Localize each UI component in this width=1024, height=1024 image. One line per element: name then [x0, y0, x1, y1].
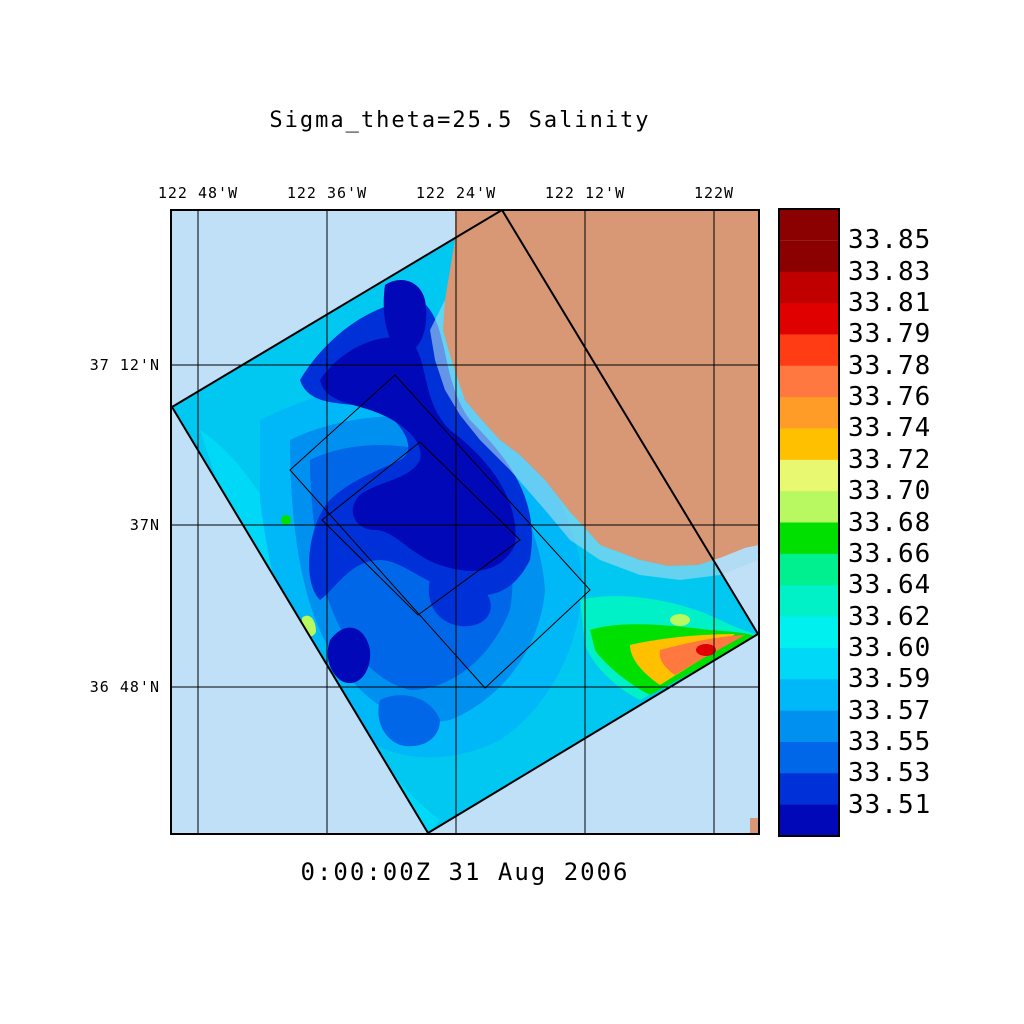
colorbar-label: 33.81	[848, 288, 932, 319]
colorbar-swatch	[779, 459, 839, 492]
colorbar-label: 33.66	[848, 538, 932, 569]
colorbar-swatch	[779, 804, 839, 837]
lon-label: 122 24'W	[415, 184, 497, 202]
colorbar-swatch	[779, 334, 839, 367]
lat-label: 37N	[129, 516, 160, 534]
colorbar-label: 33.79	[848, 319, 932, 350]
colorbar-swatch	[779, 773, 839, 806]
lon-label: 122 36'W	[286, 184, 368, 202]
colorbar-label: 33.62	[848, 601, 932, 632]
colorbar-label: 33.68	[848, 507, 932, 538]
colorbar-swatch	[779, 679, 839, 712]
lon-label: 122 48'W	[157, 184, 239, 202]
colorbar-label: 33.85	[848, 225, 932, 256]
colorbar-swatch	[779, 647, 839, 680]
lon-label: 122W	[693, 184, 735, 202]
colorbar-label: 33.64	[848, 570, 932, 601]
colorbar-label: 33.60	[848, 632, 932, 663]
colorbar-swatch	[779, 553, 839, 586]
colorbar-swatch	[779, 491, 839, 523]
colorbar	[778, 208, 840, 837]
colorbar-swatch	[779, 710, 839, 743]
colorbar-swatch	[779, 616, 839, 649]
coastal-shelf	[430, 300, 759, 580]
colorbar-label: 33.59	[848, 664, 932, 695]
map-title: Sigma_theta=25.5 Salinity	[269, 108, 651, 133]
colorbar-label: 33.55	[848, 726, 932, 757]
colorbar-label: 33.57	[848, 695, 932, 726]
map-frame	[170, 209, 760, 835]
lon-label: 122 12'W	[544, 184, 626, 202]
colorbar-swatch	[779, 271, 839, 304]
colorbar-label: 33.83	[848, 256, 932, 287]
timestamp: 0:00:00Z 31 Aug 2006	[300, 858, 630, 886]
coastline-land	[443, 210, 759, 566]
colorbar-label: 33.78	[848, 350, 932, 381]
colorbar-frame	[778, 208, 840, 837]
salinity-field	[172, 210, 758, 833]
colorbar-swatch	[779, 397, 839, 429]
colorbar-label: 33.51	[848, 789, 932, 820]
colorbar-swatch	[779, 428, 839, 461]
colorbar-label: 33.70	[848, 476, 932, 507]
colorbar-swatch	[779, 365, 839, 398]
colorbar-swatch	[779, 522, 839, 555]
colorbar-label: 33.76	[848, 382, 932, 413]
lat-label: 37 12'N	[89, 356, 160, 374]
colorbar-swatch	[779, 741, 839, 774]
colorbar-label: 33.53	[848, 758, 932, 789]
colorbar-label: 33.74	[848, 413, 932, 444]
inner-domain-box	[289, 374, 591, 689]
lat-label: 36 48'N	[89, 678, 160, 696]
inner-domain-box	[321, 441, 521, 616]
colorbar-swatch	[779, 209, 839, 241]
colorbar-swatch	[779, 240, 839, 273]
colorbar-label: 33.72	[848, 444, 932, 475]
graticule	[171, 210, 759, 834]
colorbar-swatch	[779, 303, 839, 335]
small-island	[750, 818, 759, 834]
colorbar-swatch	[779, 585, 839, 618]
